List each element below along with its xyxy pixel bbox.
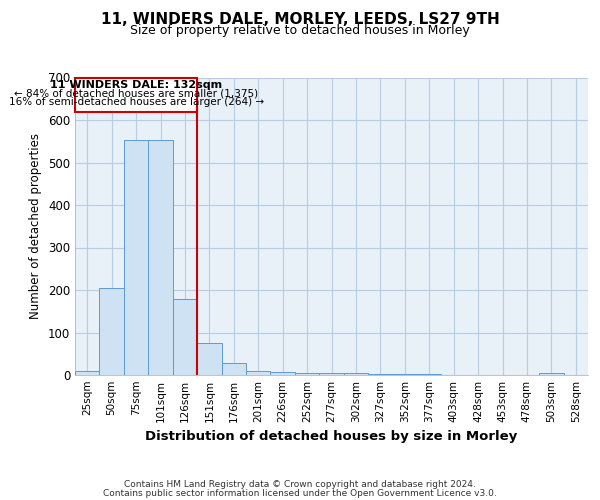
Text: Contains HM Land Registry data © Crown copyright and database right 2024.: Contains HM Land Registry data © Crown c… (124, 480, 476, 489)
Bar (295, 373, 319, 375)
X-axis label: Distribution of detached houses by size in Morley: Distribution of detached houses by size … (145, 430, 518, 444)
Y-axis label: Number of detached properties: Number of detached properties (29, 133, 43, 320)
Bar (271, 372, 295, 375)
Bar (197, 343, 221, 375)
Text: Contains public sector information licensed under the Open Government Licence v3: Contains public sector information licen… (103, 488, 497, 498)
Text: 16% of semi-detached houses are larger (264) →: 16% of semi-detached houses are larger (… (8, 96, 263, 106)
Bar (124, 140, 148, 375)
Text: 11 WINDERS DALE: 132sqm: 11 WINDERS DALE: 132sqm (50, 80, 222, 90)
Text: 11, WINDERS DALE, MORLEY, LEEDS, LS27 9TH: 11, WINDERS DALE, MORLEY, LEEDS, LS27 9T… (101, 12, 499, 28)
Bar (173, 300, 197, 375)
Bar (392, 374, 417, 375)
Bar (221, 363, 246, 375)
Bar (75, 371, 100, 375)
Bar (539, 373, 563, 375)
Bar (417, 374, 442, 375)
FancyBboxPatch shape (75, 78, 197, 112)
Bar (148, 140, 173, 375)
Bar (319, 373, 344, 375)
Bar (368, 374, 392, 375)
Bar (344, 374, 368, 375)
Bar (100, 288, 124, 375)
Text: ← 84% of detached houses are smaller (1,375): ← 84% of detached houses are smaller (1,… (14, 89, 258, 99)
Bar (246, 371, 271, 375)
Text: Size of property relative to detached houses in Morley: Size of property relative to detached ho… (130, 24, 470, 37)
